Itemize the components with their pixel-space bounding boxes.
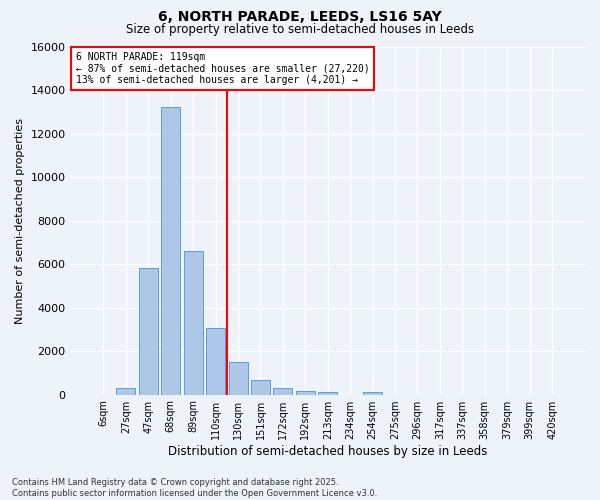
Text: Contains HM Land Registry data © Crown copyright and database right 2025.
Contai: Contains HM Land Registry data © Crown c… (12, 478, 377, 498)
Text: Size of property relative to semi-detached houses in Leeds: Size of property relative to semi-detach… (126, 22, 474, 36)
Bar (229, 362, 248, 394)
Y-axis label: Number of semi-detached properties: Number of semi-detached properties (15, 118, 25, 324)
Bar (139, 268, 158, 394)
Bar (318, 392, 337, 394)
Text: 6, NORTH PARADE, LEEDS, LS16 5AY: 6, NORTH PARADE, LEEDS, LS16 5AY (158, 10, 442, 24)
Bar (206, 328, 225, 394)
Text: 6 NORTH PARADE: 119sqm
← 87% of semi-detached houses are smaller (27,220)
13% of: 6 NORTH PARADE: 119sqm ← 87% of semi-det… (76, 52, 370, 85)
Bar (116, 388, 136, 394)
Bar (363, 392, 382, 394)
Bar (184, 251, 203, 394)
X-axis label: Distribution of semi-detached houses by size in Leeds: Distribution of semi-detached houses by … (168, 444, 487, 458)
Bar (161, 108, 180, 395)
Bar (274, 388, 292, 394)
Bar (296, 390, 315, 394)
Bar (251, 380, 270, 394)
